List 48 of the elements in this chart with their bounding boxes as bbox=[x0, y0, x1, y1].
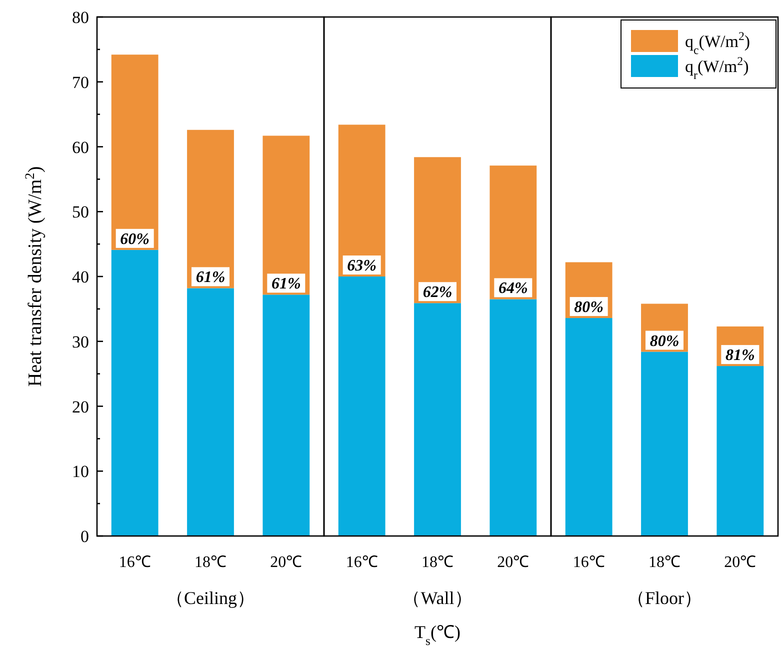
bar bbox=[565, 318, 612, 536]
x-tick-label: 18℃ bbox=[194, 554, 226, 571]
annotation: 80% bbox=[650, 332, 680, 350]
bar bbox=[716, 366, 764, 536]
text: T$_{s}$(℃) bbox=[414, 622, 460, 648]
x-tick-label: 16℃ bbox=[118, 554, 151, 571]
bar bbox=[338, 276, 386, 536]
annotation: 61% bbox=[196, 269, 226, 286]
bar bbox=[262, 136, 310, 295]
bar bbox=[111, 54, 158, 250]
x-axis-title: （Floor） bbox=[626, 588, 702, 608]
bar bbox=[187, 288, 234, 536]
annotation: 60% bbox=[120, 230, 150, 248]
y-tick-label: 80 bbox=[72, 8, 89, 27]
y-tick-label: 50 bbox=[72, 202, 89, 222]
y-tick-label: 40 bbox=[72, 268, 89, 286]
annotation: 81% bbox=[726, 347, 755, 364]
annotation: 80% bbox=[574, 299, 604, 316]
y-tick-label: 0 bbox=[80, 527, 89, 546]
legend-label: q$_{r}$(W/m$^{2}$) bbox=[685, 54, 749, 82]
y-tick-label: 10 bbox=[72, 462, 89, 482]
y-tick-label: 30 bbox=[72, 332, 89, 352]
bar bbox=[414, 157, 461, 304]
annotation: 61% bbox=[272, 276, 301, 293]
y-tick-label: 70 bbox=[72, 72, 89, 92]
annotation: 64% bbox=[498, 280, 528, 298]
y-tick-label: 60 bbox=[72, 138, 89, 157]
x-tick-label: 16℃ bbox=[572, 554, 605, 571]
x-tick-label: 18℃ bbox=[648, 554, 680, 571]
bar bbox=[490, 166, 537, 300]
y-tick-label: 20 bbox=[72, 397, 89, 416]
bar bbox=[641, 352, 688, 536]
bar bbox=[262, 294, 310, 536]
legend-label: q$_{c}$(W/m$^{2}$) bbox=[685, 29, 750, 57]
bar bbox=[111, 250, 158, 536]
annotation: 62% bbox=[422, 284, 452, 302]
x-axis-title: （Ceiling） bbox=[166, 588, 255, 608]
annotation: 63% bbox=[347, 258, 376, 274]
bar bbox=[338, 124, 386, 276]
bar bbox=[187, 130, 234, 288]
x-tick-label: 18℃ bbox=[422, 554, 454, 571]
bar bbox=[414, 303, 461, 536]
x-tick-label: 20℃ bbox=[724, 554, 756, 571]
x-axis-title: （Wall） bbox=[402, 588, 472, 608]
x-tick-label: 20℃ bbox=[497, 554, 530, 571]
x-tick-label: 16℃ bbox=[346, 554, 378, 571]
bar bbox=[490, 299, 537, 536]
x-tick-label: 20℃ bbox=[270, 554, 302, 571]
